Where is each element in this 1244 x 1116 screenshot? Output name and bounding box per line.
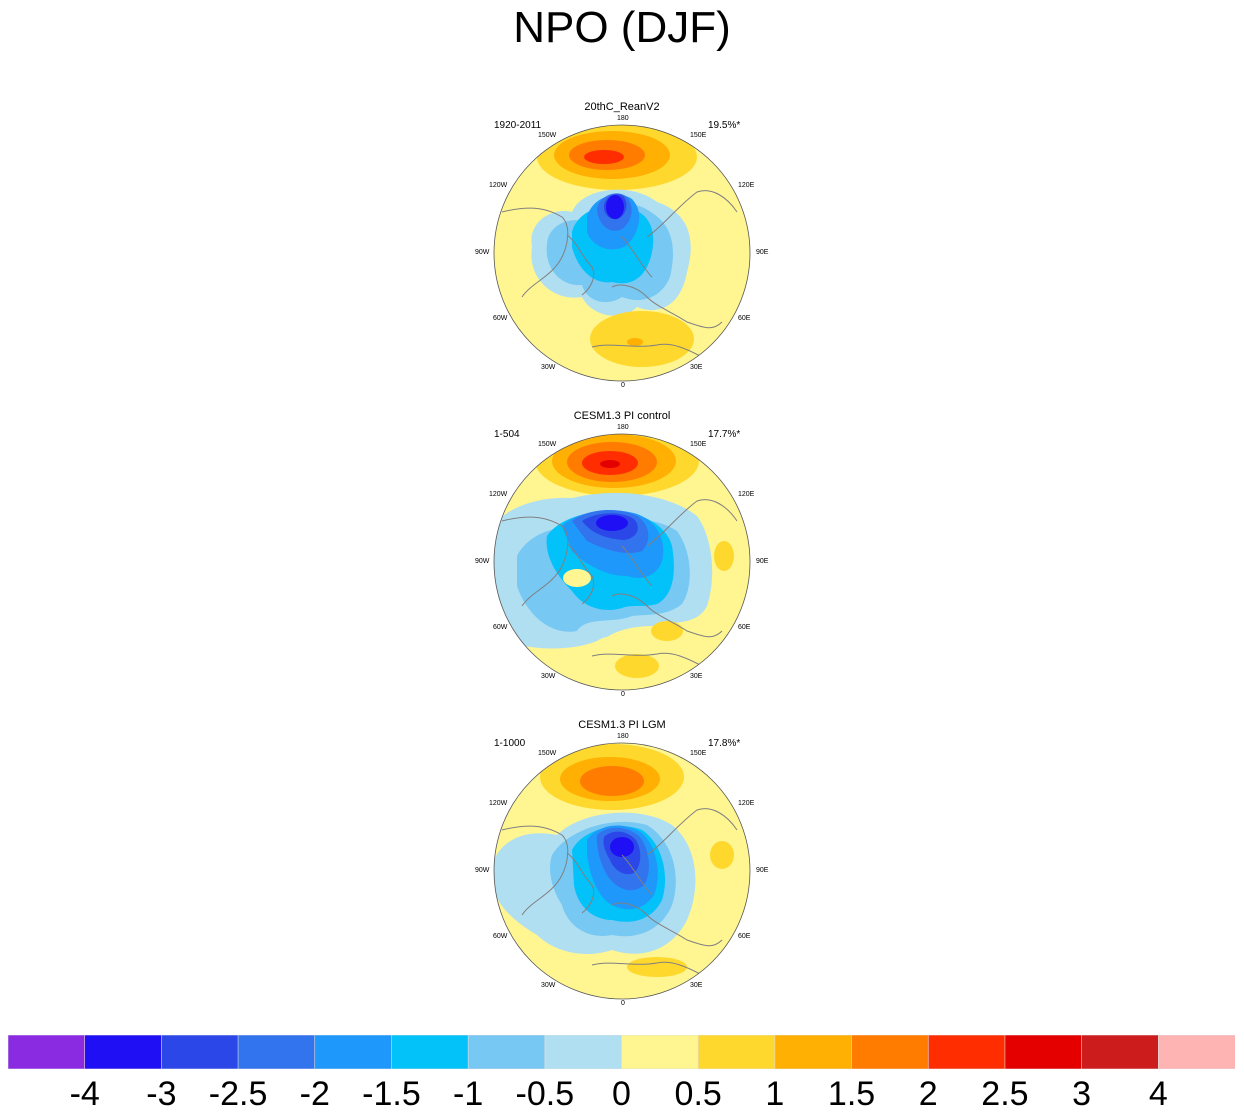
lon-label-180: 180 [617, 733, 629, 740]
colorbar-tick-label: -4 [69, 1075, 100, 1113]
colorbar-tick-label: 1.5 [827, 1075, 876, 1113]
lon-label-30e: 30E [690, 673, 703, 680]
lon-label-60w: 60W [493, 933, 508, 940]
colorbar-swatch [697, 1035, 776, 1069]
colorbar-swatches [8, 1035, 1235, 1069]
colorbar-tick-label: 0 [612, 1075, 631, 1113]
map-panel-pi-control: CESM1.3 PI control 1-504 17.7%* [472, 410, 772, 726]
panel-variance: 17.7%* [708, 429, 741, 440]
lon-label-180: 180 [617, 424, 629, 431]
colorbar-swatch [1081, 1035, 1160, 1069]
colorbar-tick-label: 1 [765, 1075, 785, 1113]
polar-map [493, 742, 751, 1000]
polar-map [493, 124, 751, 382]
lon-label-90w: 90W [475, 249, 490, 256]
colorbar-swatch [237, 1035, 316, 1069]
lon-label-30w: 30W [541, 364, 556, 371]
lon-label-0: 0 [621, 1000, 625, 1007]
colorbar-tick-label: 2 [918, 1075, 938, 1113]
lon-label-90e: 90E [756, 867, 769, 874]
colorbar-tick-label: 2.5 [981, 1075, 1029, 1113]
colorbar-swatch [8, 1035, 86, 1069]
panel-variance: 17.8%* [708, 738, 741, 749]
colorbar-swatch [84, 1035, 163, 1069]
lon-label-120w: 120W [489, 182, 508, 189]
colorbar [8, 1035, 1235, 1069]
lon-label-30e: 30E [690, 364, 703, 371]
panel-title: CESM1.3 PI LGM [578, 719, 666, 731]
panel-variance: 19.5%* [708, 120, 741, 131]
lon-label-60w: 60W [493, 315, 508, 322]
colorbar-swatch [467, 1035, 546, 1069]
colorbar-tick-label: -3 [146, 1075, 177, 1113]
panel-title: 20thC_ReanV2 [584, 101, 660, 113]
lon-label-90w: 90W [475, 867, 490, 874]
map-panel-reanalysis: 20thC_ReanV2 1920-2011 19.5%* [472, 101, 772, 417]
colorbar-tick-label: -2 [299, 1075, 330, 1113]
colorbar-swatch [391, 1035, 469, 1069]
lon-label-0: 0 [621, 382, 625, 389]
lon-label-60w: 60W [493, 624, 508, 631]
lon-label-90e: 90E [756, 249, 769, 256]
panel-period: 1-1000 [494, 738, 526, 749]
colorbar-swatch [774, 1035, 853, 1069]
colorbar-tick-label: -1.5 [362, 1075, 421, 1113]
panel-period: 1-504 [494, 429, 520, 440]
lon-label-120w: 120W [489, 800, 508, 807]
colorbar-swatch [544, 1035, 623, 1069]
lon-label-30w: 30W [541, 673, 556, 680]
lon-label-60e: 60E [738, 933, 751, 940]
lon-label-180: 180 [617, 115, 629, 122]
lon-label-60e: 60E [738, 624, 751, 631]
colorbar-tick-label: -2.5 [208, 1075, 268, 1113]
lon-label-90e: 90E [756, 558, 769, 565]
colorbar-swatch [314, 1035, 393, 1069]
colorbar-tick-label: -1 [453, 1075, 484, 1113]
colorbar-swatch [161, 1035, 239, 1069]
polar-map [493, 433, 751, 691]
lon-label-60e: 60E [738, 315, 751, 322]
lon-label-150e: 150E [690, 750, 707, 757]
lon-label-30w: 30W [541, 982, 556, 989]
colorbar-tick-label: -0.5 [515, 1075, 575, 1113]
colorbar-tick-label: 3 [1072, 1075, 1092, 1113]
lon-label-120e: 120E [738, 800, 755, 807]
lon-label-90w: 90W [475, 558, 490, 565]
lon-label-120e: 120E [738, 182, 755, 189]
lon-label-30e: 30E [690, 982, 703, 989]
lon-label-150w: 150W [538, 750, 557, 757]
lon-label-0: 0 [621, 691, 625, 698]
colorbar-tick-label: 4 [1148, 1075, 1168, 1113]
lon-label-120e: 120E [738, 491, 755, 498]
colorbar-swatch [621, 1035, 699, 1069]
colorbar-swatch [1158, 1035, 1235, 1069]
lon-label-150e: 150E [690, 441, 707, 448]
lon-label-150w: 150W [538, 441, 557, 448]
lon-label-120w: 120W [489, 491, 508, 498]
panel-period: 1920-2011 [494, 120, 542, 131]
figure-title: NPO (DJF) [513, 3, 731, 52]
colorbar-swatch [851, 1035, 930, 1069]
lon-label-150w: 150W [538, 132, 557, 139]
map-panel-pi-lgm: CESM1.3 PI LGM 1-1000 17.8%* [472, 719, 772, 1035]
colorbar-tick-label: 0.5 [674, 1075, 722, 1113]
panel-title: CESM1.3 PI control [573, 410, 671, 422]
colorbar-swatch [927, 1035, 1006, 1069]
lon-label-150e: 150E [690, 132, 707, 139]
colorbar-swatch [1004, 1035, 1083, 1069]
